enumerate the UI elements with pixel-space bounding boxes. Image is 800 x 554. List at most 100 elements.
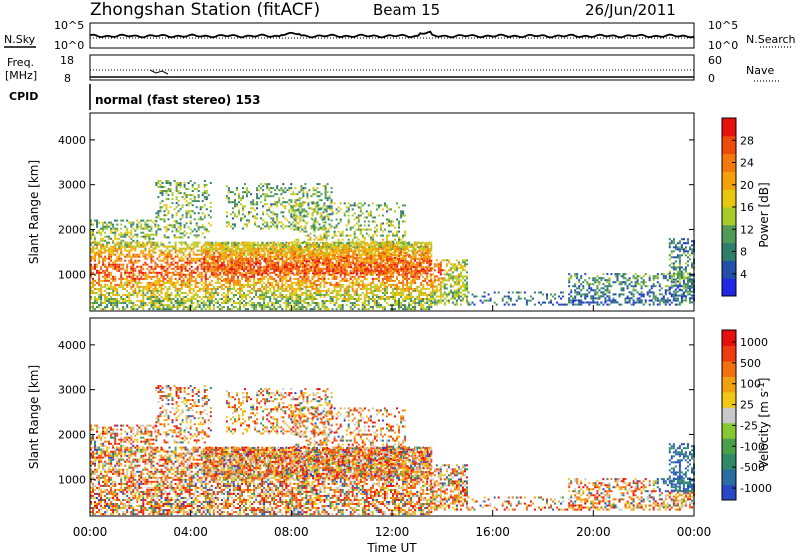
power-cell xyxy=(90,243,92,246)
power-cell xyxy=(277,283,280,286)
power-cell xyxy=(428,248,431,251)
power-cell xyxy=(365,294,368,296)
power-cell xyxy=(381,308,384,311)
power-cell xyxy=(375,277,378,280)
power-cell xyxy=(410,298,413,300)
power-cell xyxy=(281,254,284,257)
power-cell xyxy=(422,241,425,244)
power-cell xyxy=(212,296,215,298)
power-cell xyxy=(281,308,284,311)
power-cell xyxy=(451,275,454,278)
power-cell xyxy=(90,235,92,238)
power-cell xyxy=(112,263,115,266)
power-cell xyxy=(462,269,464,272)
power-cell xyxy=(369,265,372,268)
power-cell xyxy=(245,255,247,258)
power-cell xyxy=(150,259,153,262)
power-cell xyxy=(466,299,468,302)
power-cell xyxy=(142,277,145,280)
power-cell xyxy=(208,249,211,252)
power-cell xyxy=(259,255,262,258)
power-cell xyxy=(361,267,364,270)
power-cell xyxy=(319,281,322,284)
power-cell xyxy=(301,251,304,254)
power-cell xyxy=(351,289,354,292)
power-cell xyxy=(116,298,119,300)
power-cell xyxy=(271,292,274,294)
power-cell xyxy=(388,296,390,298)
power-cell xyxy=(410,287,413,290)
power-cell xyxy=(381,306,384,309)
power-cell xyxy=(392,263,394,266)
power-cell xyxy=(374,248,377,251)
power-cell xyxy=(392,272,395,275)
power-cell xyxy=(301,268,304,271)
power-cell xyxy=(176,255,179,258)
power-cell xyxy=(102,237,105,240)
power-cell xyxy=(128,271,131,274)
power-cell xyxy=(114,287,117,290)
power-cell xyxy=(249,300,252,302)
power-cell xyxy=(430,243,433,246)
power-cell xyxy=(126,263,129,266)
power-cell xyxy=(134,245,137,248)
power-cell xyxy=(299,279,302,282)
power-cell xyxy=(184,261,187,264)
power-cell xyxy=(100,265,103,268)
power-cell xyxy=(402,294,405,296)
power-cell xyxy=(360,262,363,265)
power-cell xyxy=(166,263,169,266)
power-cell xyxy=(138,277,141,280)
power-cell xyxy=(178,273,181,276)
power-cell xyxy=(249,244,252,246)
power-cell xyxy=(142,267,145,270)
power-cell xyxy=(355,281,358,284)
power-cell xyxy=(416,273,419,276)
power-cell xyxy=(128,300,131,302)
power-cell xyxy=(140,289,143,292)
power-cell xyxy=(371,273,374,276)
power-cell xyxy=(464,259,466,262)
power-cell xyxy=(396,262,399,265)
power-cell xyxy=(148,302,151,304)
power-cell xyxy=(235,281,237,284)
power-cell xyxy=(319,283,322,286)
power-cell xyxy=(110,221,113,224)
power-cell xyxy=(348,266,351,269)
power-cell xyxy=(196,300,199,302)
power-cell xyxy=(104,245,107,248)
power-cell xyxy=(328,272,331,275)
power-cell xyxy=(98,261,101,264)
power-cell xyxy=(398,256,401,259)
power-cell xyxy=(134,247,137,250)
power-cell xyxy=(198,257,201,260)
power-cell xyxy=(138,285,141,288)
power-cell xyxy=(92,306,94,309)
power-cell xyxy=(291,248,294,251)
power-cell xyxy=(227,268,230,271)
power-cell xyxy=(400,281,403,284)
power-cell xyxy=(460,299,462,302)
power-cell xyxy=(316,250,318,253)
power-cell xyxy=(404,283,407,286)
power-cell xyxy=(383,306,386,309)
power-cell xyxy=(263,287,266,290)
power-cell xyxy=(168,253,171,256)
power-cell xyxy=(309,294,312,296)
power-cell xyxy=(196,302,199,304)
power-cell xyxy=(313,249,316,252)
power-cell xyxy=(235,256,238,259)
power-cell xyxy=(226,281,229,284)
power-cell xyxy=(188,283,191,286)
power-cell xyxy=(367,300,370,302)
power-cell xyxy=(422,271,425,274)
power-cell xyxy=(265,257,268,260)
power-cell xyxy=(220,275,223,278)
power-cell xyxy=(316,272,318,275)
power-cell xyxy=(92,308,94,311)
power-cell xyxy=(408,243,411,246)
power-cell xyxy=(204,243,207,246)
power-cell xyxy=(390,258,393,261)
power-cell xyxy=(418,302,421,304)
